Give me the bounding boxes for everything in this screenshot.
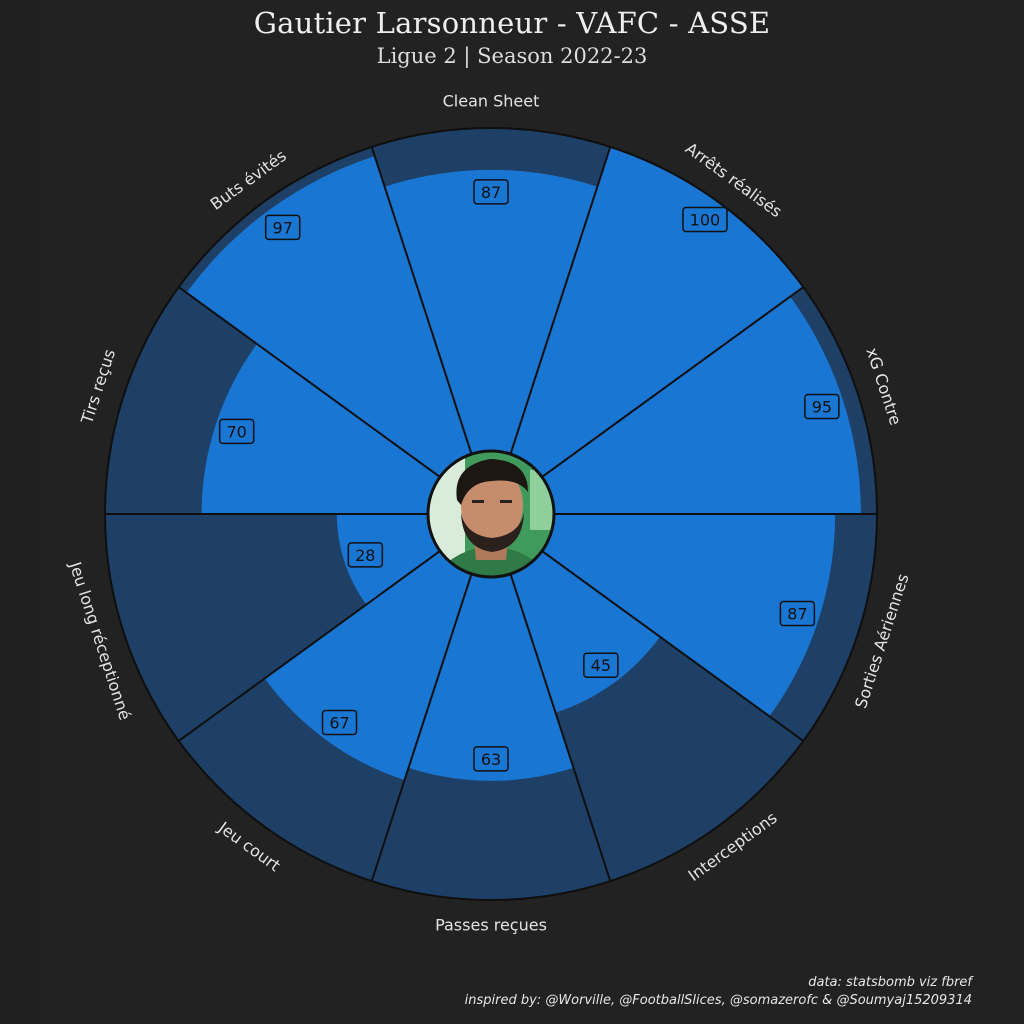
divider-line <box>542 550 804 742</box>
value-box <box>218 418 255 445</box>
value-box <box>583 652 619 678</box>
divider-line <box>542 286 804 478</box>
slice-interceptions <box>510 551 661 713</box>
value-labels: 87 100 95 87 45 63 67 28 70 97 <box>218 179 840 772</box>
value-label-buts-evites: 97 <box>264 214 301 241</box>
value-label-arrets-realises: 100 <box>682 206 728 233</box>
divider-line <box>178 550 440 742</box>
value-text: 87 <box>787 605 807 624</box>
category-label-clean-sheet: Clean Sheet <box>443 92 540 111</box>
value-text: 95 <box>812 397 832 416</box>
slice-jeu-court <box>264 551 472 781</box>
value-text: 45 <box>591 656 611 675</box>
inspired-by-note: inspired by: @Worville, @FootballSlices,… <box>464 993 972 1008</box>
value-box <box>347 542 384 568</box>
divider-line <box>509 574 612 882</box>
chart-subtitle: Ligue 2 | Season 2022-23 <box>376 44 648 68</box>
value-text: 28 <box>355 546 375 565</box>
value-text: 70 <box>227 422 247 441</box>
divider-line <box>178 286 440 478</box>
slice-passes-recues <box>408 574 574 781</box>
value-text: 100 <box>690 211 721 230</box>
value-box <box>473 179 509 205</box>
value-text: 87 <box>481 183 501 202</box>
slice-tirs-recus <box>201 343 440 514</box>
value-box <box>779 600 816 627</box>
value-text: 67 <box>329 714 349 733</box>
value-box <box>682 206 728 233</box>
category-label-passes-recues: Passes reçues <box>435 916 547 935</box>
data-source-note: data: statsbomb viz fbref <box>808 975 972 990</box>
slice-jeu-long-receptionne <box>336 514 440 605</box>
value-label-jeu-long-receptionne: 28 <box>347 542 384 568</box>
credits: data: statsbomb viz fbref inspired by: @… <box>465 974 972 1010</box>
slice-sorties-aeriennes <box>542 514 836 717</box>
outer-ring <box>104 127 878 901</box>
value-label-sorties-aeriennes: 87 <box>779 600 816 627</box>
slice-xg-contre <box>542 296 861 514</box>
category-label-xg-contre: xG Contre <box>862 345 905 427</box>
divider-line <box>370 146 473 454</box>
value-box <box>321 709 358 736</box>
value-box <box>804 393 840 420</box>
value-text: 63 <box>481 750 501 769</box>
value-label-interceptions: 45 <box>583 652 619 678</box>
divider-line <box>509 146 612 454</box>
value-label-xg-contre: 95 <box>804 393 840 420</box>
chart-title: Gautier Larsonneur - VAFC - ASSE <box>253 6 771 40</box>
value-label-clean-sheet: 87 <box>473 179 509 205</box>
value-text: 97 <box>273 218 293 237</box>
value-label-jeu-court: 67 <box>321 709 358 736</box>
value-label-passes-recues: 63 <box>473 746 509 772</box>
category-label-tirs-recus: Tirs reçus <box>77 347 119 427</box>
slice-dividers <box>105 146 877 882</box>
value-label-tirs-recus: 70 <box>218 418 255 445</box>
left-edge-band <box>0 0 40 1024</box>
player-portrait-icon <box>426 449 556 579</box>
slice-clean-sheet <box>384 169 598 454</box>
value-box <box>264 214 301 241</box>
value-box <box>473 746 509 772</box>
divider-line <box>370 574 473 882</box>
